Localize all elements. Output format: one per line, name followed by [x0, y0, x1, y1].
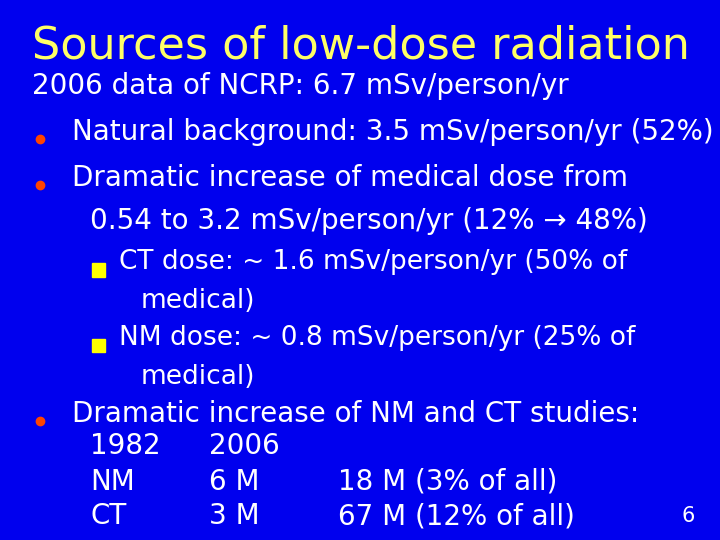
Text: 1982: 1982: [90, 432, 161, 460]
Text: NM dose: ~ 0.8 mSv/person/yr (25% of: NM dose: ~ 0.8 mSv/person/yr (25% of: [119, 325, 635, 351]
Text: 67 M (12% of all): 67 M (12% of all): [338, 502, 575, 530]
Text: Dramatic increase of medical dose from: Dramatic increase of medical dose from: [72, 164, 628, 192]
Text: 3 M: 3 M: [209, 502, 259, 530]
Text: CT dose: ~ 1.6 mSv/person/yr (50% of: CT dose: ~ 1.6 mSv/person/yr (50% of: [119, 249, 627, 275]
Text: 0.54 to 3.2 mSv/person/yr (12% → 48%): 0.54 to 3.2 mSv/person/yr (12% → 48%): [90, 207, 648, 235]
Text: medical): medical): [140, 288, 255, 314]
Text: 2006 data of NCRP: 6.7 mSv/person/yr: 2006 data of NCRP: 6.7 mSv/person/yr: [32, 72, 569, 100]
Text: Natural background: 3.5 mSv/person/yr (52%): Natural background: 3.5 mSv/person/yr (5…: [72, 118, 714, 146]
Bar: [92, 263, 105, 276]
Text: Dramatic increase of NM and CT studies:: Dramatic increase of NM and CT studies:: [72, 400, 639, 428]
Text: Sources of low-dose radiation: Sources of low-dose radiation: [32, 24, 690, 68]
Text: 6: 6: [681, 507, 695, 526]
Text: CT: CT: [90, 502, 126, 530]
Text: 6 M: 6 M: [209, 468, 259, 496]
Text: NM: NM: [90, 468, 135, 496]
Bar: [92, 339, 105, 353]
Text: 18 M (3% of all): 18 M (3% of all): [338, 468, 558, 496]
Text: 2006: 2006: [209, 432, 279, 460]
Text: medical): medical): [140, 364, 255, 390]
